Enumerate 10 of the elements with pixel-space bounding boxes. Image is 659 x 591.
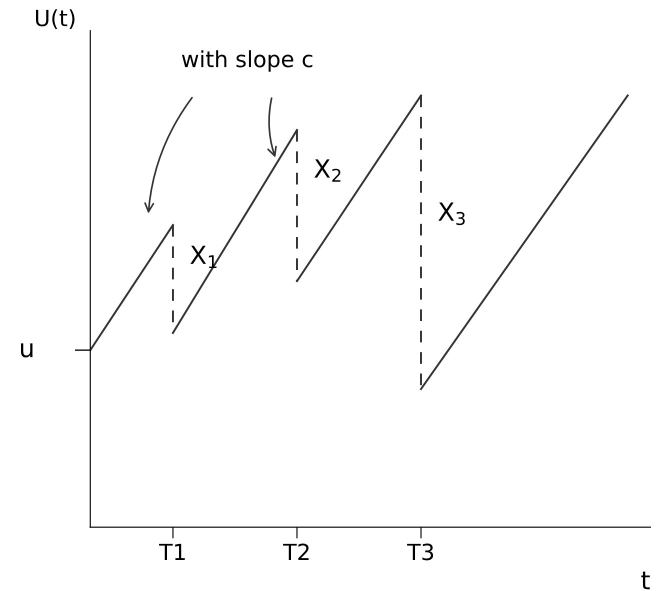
x-tick-label: T1: [159, 544, 185, 560]
x-axis-title: t: [641, 572, 650, 590]
annotation: X$_{2}$: [314, 159, 340, 182]
x-tick-label: T3: [407, 544, 434, 560]
text: u: [21, 343, 32, 358]
annotation: X$_{3}$: [438, 202, 465, 226]
text: with slope c: [182, 50, 312, 72]
annotation: X$_{1}$: [190, 246, 217, 268]
y-axis-title: U(t): [36, 9, 74, 30]
x-tick-label: T2: [283, 544, 309, 560]
